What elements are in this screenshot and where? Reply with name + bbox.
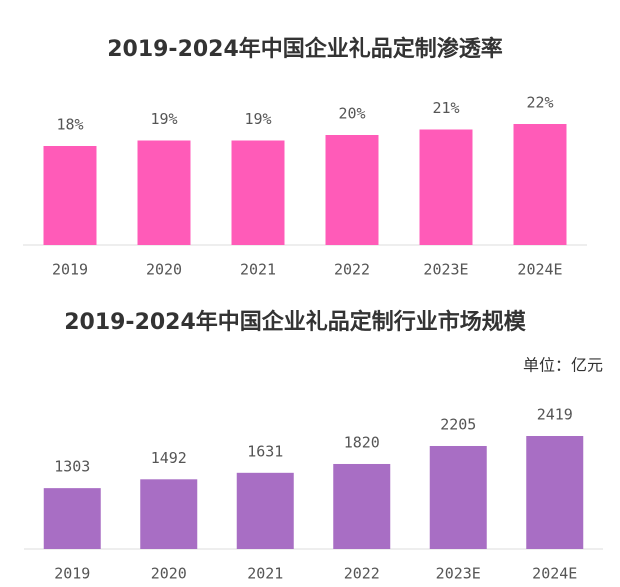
x-tick-label: 2021 [240, 261, 276, 279]
x-tick-label: 2023E [436, 565, 481, 583]
bar [43, 488, 101, 549]
value-label: 1631 [247, 442, 283, 460]
x-tick-label: 2023E [423, 261, 468, 279]
x-tick-label: 2022 [344, 565, 380, 583]
value-label: 19% [244, 110, 271, 128]
value-label: 1492 [151, 449, 187, 467]
x-tick-label: 2019 [54, 565, 90, 583]
value-label: 2419 [537, 406, 573, 424]
bar [140, 479, 198, 549]
unit-label: 单位：亿元 [523, 356, 603, 375]
x-tick-label: 2021 [247, 565, 283, 583]
bar [429, 445, 487, 549]
value-label: 1303 [54, 458, 90, 476]
bar [419, 129, 473, 245]
value-label: 18% [56, 116, 83, 134]
chart-title: 2019-2024年中国企业礼品定制行业市场规模 [64, 309, 527, 335]
value-label: 20% [338, 105, 365, 123]
value-label: 22% [526, 94, 553, 112]
x-tick-label: 2019 [52, 261, 88, 279]
bar [325, 135, 379, 245]
bar [236, 472, 294, 549]
value-label: 1820 [344, 433, 380, 451]
x-tick-label: 2020 [146, 261, 182, 279]
value-label: 19% [150, 110, 177, 128]
bar [231, 140, 285, 245]
bar [43, 146, 97, 245]
value-label: 2205 [440, 415, 476, 433]
bar [513, 124, 567, 245]
bar [137, 140, 191, 245]
x-tick-label: 2020 [151, 565, 187, 583]
x-tick-label: 2024E [532, 565, 577, 583]
value-label: 21% [432, 99, 459, 117]
bar [333, 463, 391, 549]
chart-title: 2019-2024年中国企业礼品定制渗透率 [107, 36, 503, 62]
bar [526, 436, 584, 549]
x-tick-label: 2024E [517, 261, 562, 279]
x-tick-label: 2022 [334, 261, 370, 279]
